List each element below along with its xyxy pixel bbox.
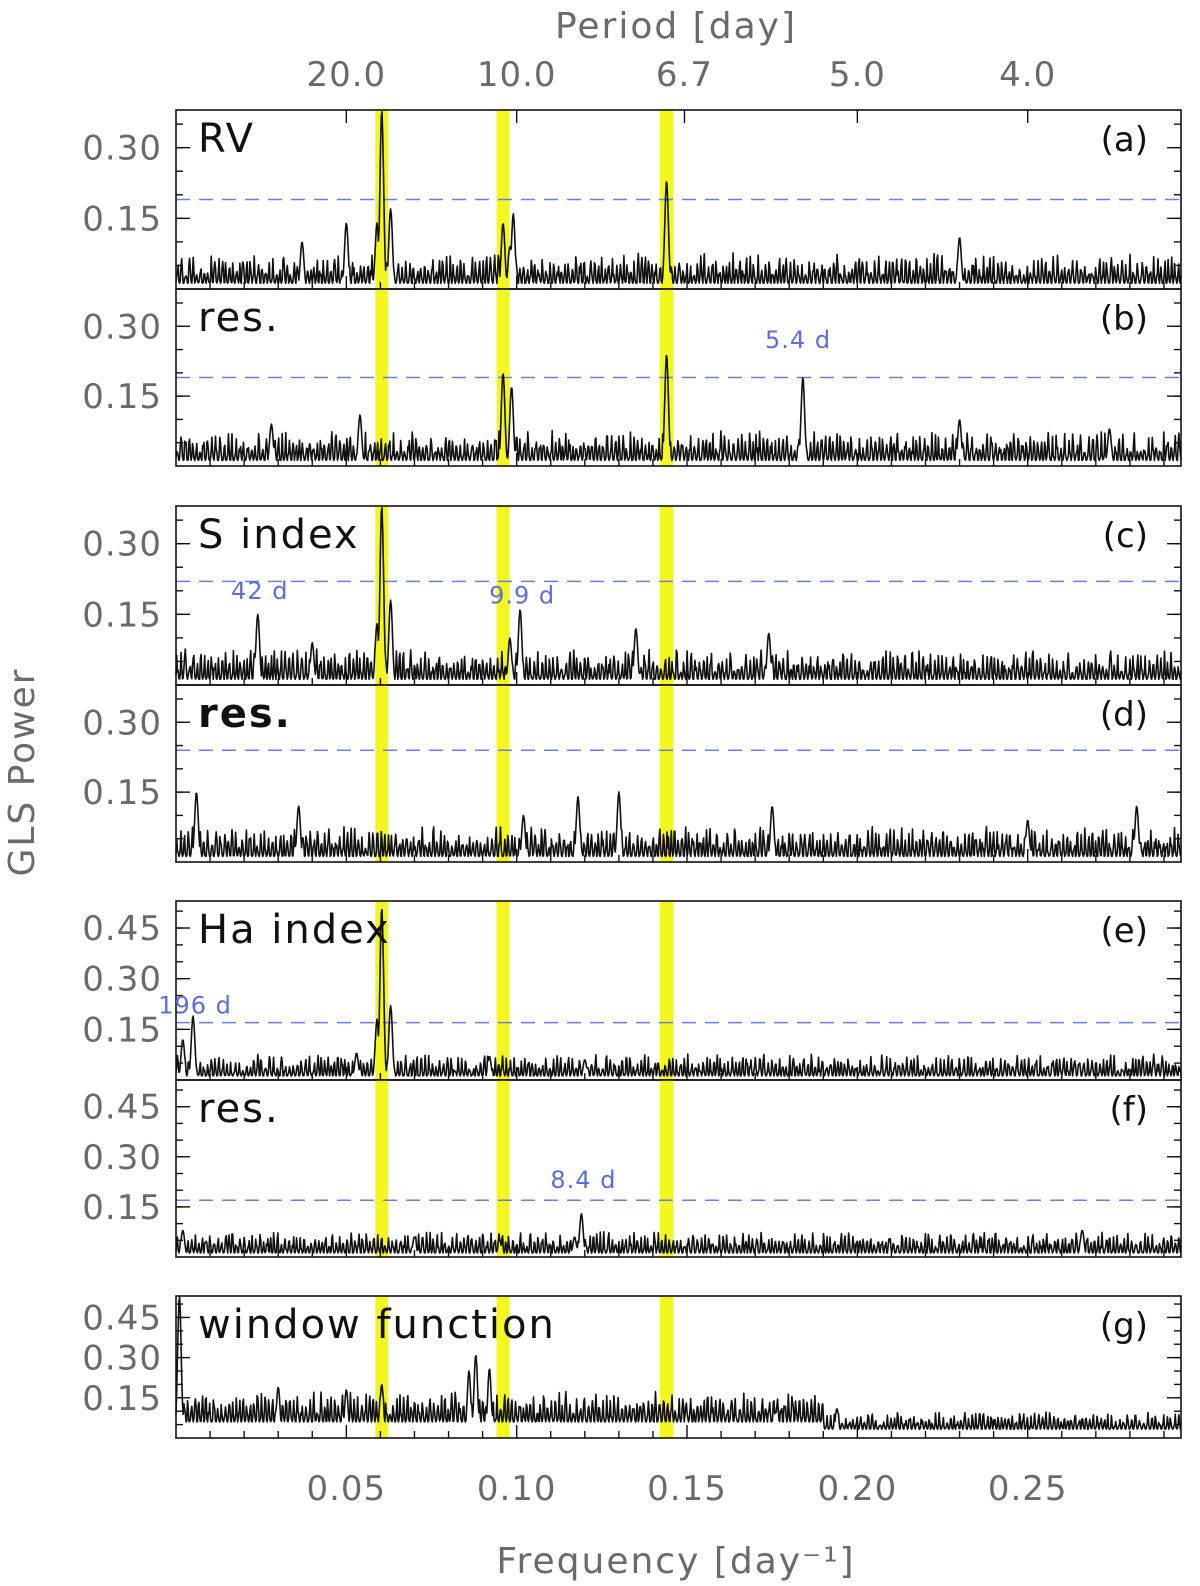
panel-title: S index — [198, 512, 360, 558]
panel-title: res. — [198, 295, 280, 341]
highlight-band — [660, 685, 674, 862]
x-tick-label: 0.05 — [306, 1469, 386, 1509]
panel-frame — [175, 1295, 1182, 1439]
highlight-band — [660, 1080, 674, 1257]
panel-frame — [175, 1079, 1182, 1258]
top-tick-label: 20.0 — [306, 55, 386, 95]
panel-6: 0.45 0.30 0.15 res. (f) 8.4 d — [82, 1079, 1182, 1258]
x-tick-label: 0.15 — [647, 1469, 727, 1509]
y-tick-label: 0.15 — [82, 595, 162, 635]
panel-letter: (c) — [1103, 516, 1148, 556]
y-tick-label: 0.30 — [82, 129, 162, 169]
y-tick-label: 0.15 — [82, 377, 162, 417]
top-tick-label: 4.0 — [999, 55, 1056, 95]
panel-letter: (b) — [1100, 299, 1148, 339]
highlight-band — [375, 1296, 389, 1438]
y-tick-label: 0.15 — [82, 1379, 162, 1419]
y-tick-label: 0.15 — [82, 1188, 162, 1228]
bottom-axis-title: Frequency [day⁻¹] — [496, 1541, 855, 1582]
panel-2: 0.30 0.15 res. (b) 5.4 d — [82, 288, 1182, 467]
highlight-band — [375, 1080, 389, 1257]
period-annotation: 196 d — [158, 992, 232, 1020]
top-tick-label: 10.0 — [477, 55, 557, 95]
highlight-band — [496, 685, 510, 862]
panel-letter: (a) — [1101, 120, 1148, 160]
period-annotation: 9.9 d — [489, 582, 555, 610]
panel-4: 0.30 0.15 res. (d) — [82, 684, 1182, 863]
periodogram-line — [175, 506, 1182, 681]
y-tick-label: 0.30 — [82, 1339, 162, 1379]
panel-title: window function — [198, 1302, 556, 1348]
bottom-axis-ticks: 0.05 0.10 0.15 0.20 0.25 — [306, 1469, 1068, 1509]
y-tick-label: 0.45 — [82, 1298, 162, 1338]
periodogram-line — [175, 1295, 1182, 1430]
highlight-band — [496, 1080, 510, 1257]
highlight-band — [496, 1296, 510, 1438]
y-tick-label: 0.30 — [82, 703, 162, 743]
y-tick-label: 0.45 — [82, 1088, 162, 1128]
period-annotation: 8.4 d — [550, 1166, 616, 1194]
panel-letter: (d) — [1100, 695, 1148, 735]
period-annotation: 42 d — [231, 577, 288, 605]
y-tick-label: 0.15 — [82, 773, 162, 813]
panel-frame — [175, 684, 1182, 863]
highlight-band — [496, 901, 510, 1080]
top-tick-label: 6.7 — [656, 55, 713, 95]
periodogram-line — [175, 791, 1182, 858]
y-tick-label: 0.15 — [82, 199, 162, 239]
panel-letter: (e) — [1101, 911, 1148, 951]
panel-1: 0.30 0.15 RV (a) — [82, 109, 1182, 290]
panel-title: res. — [198, 691, 292, 737]
top-tick-label: 5.0 — [829, 55, 886, 95]
y-tick-label: 0.15 — [82, 1010, 162, 1050]
period-annotation: 5.4 d — [765, 326, 831, 354]
x-tick-label: 0.20 — [818, 1469, 898, 1509]
x-tick-label: 0.25 — [988, 1469, 1068, 1509]
panel-7: 0.450.300.15 window function (g) — [82, 1295, 1182, 1439]
y-tick-label: 0.30 — [82, 525, 162, 565]
panel-letter: (f) — [1110, 1090, 1149, 1130]
panel-title: res. — [198, 1086, 280, 1132]
periodogram-line — [175, 354, 1182, 462]
top-axis-ticks: 20.0 10.0 6.7 5.0 4.0 — [306, 55, 1056, 123]
panel-letter: (g) — [1100, 1306, 1148, 1346]
periodogram-line — [175, 111, 1182, 285]
highlight-band — [375, 685, 389, 862]
panel-5: 0.45 0.30 0.15 Ha index (e) 196 d — [82, 900, 1182, 1081]
periodogram-line — [175, 1213, 1182, 1254]
top-axis-title: Period [day] — [555, 6, 797, 47]
highlight-band — [496, 506, 510, 685]
y-tick-label: 0.45 — [82, 909, 162, 949]
panel-title: Ha index — [198, 907, 391, 953]
panel-title: RV — [198, 116, 255, 162]
highlight-band — [375, 289, 389, 466]
x-tick-label: 0.10 — [477, 1469, 557, 1509]
panel-3: 0.30 0.15 S index (c) 42 d 9.9 d — [82, 505, 1182, 686]
periodogram-line — [175, 908, 1182, 1077]
y-tick-label: 0.30 — [82, 1138, 162, 1178]
panel-frame — [175, 288, 1182, 467]
highlight-band — [660, 506, 674, 685]
highlight-band — [660, 901, 674, 1080]
y-axis-title: GLS Power — [2, 667, 43, 876]
y-tick-label: 0.30 — [82, 307, 162, 347]
y-tick-label: 0.30 — [82, 960, 162, 1000]
